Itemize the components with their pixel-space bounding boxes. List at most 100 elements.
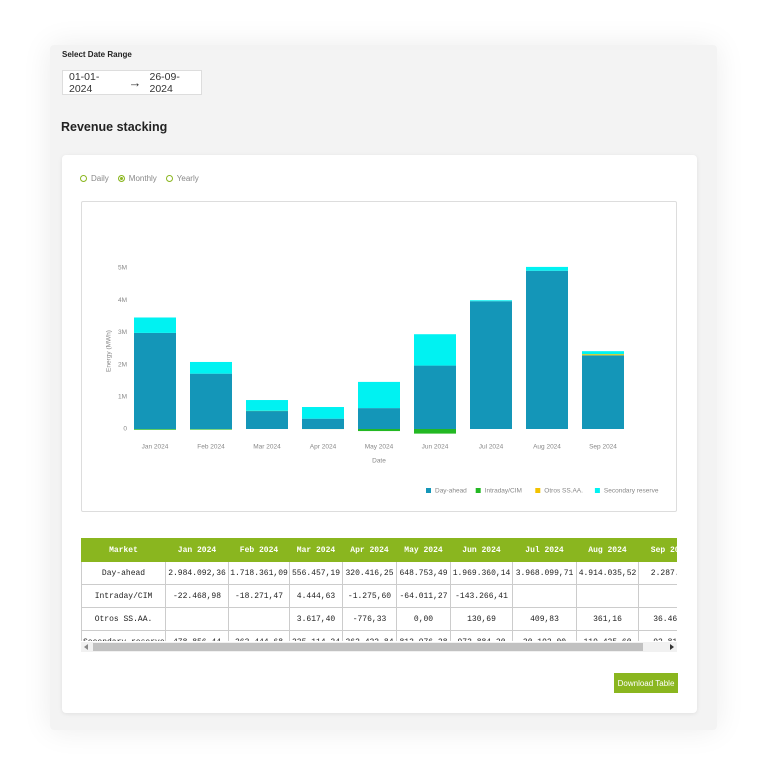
bar-segment xyxy=(190,361,232,374)
table-cell: 2.287.79 xyxy=(638,561,677,585)
column-header: Jul 2024 xyxy=(512,538,577,562)
y-tick-label: 3M xyxy=(118,329,127,336)
bar-segment xyxy=(358,381,400,409)
column-header: May 2024 xyxy=(396,538,451,562)
scroll-left[interactable] xyxy=(84,644,88,650)
radio-option[interactable]: Yearly xyxy=(165,174,199,183)
column-header: Sep 2024 xyxy=(638,538,677,562)
table-cell: -776,33 xyxy=(342,607,397,631)
granularity-options: Daily Monthly Yearly xyxy=(80,174,199,183)
column-header: Apr 2024 xyxy=(342,538,397,562)
table-row: Secondary reserve478.856,44363.444,68335… xyxy=(81,630,677,641)
header-row: Market Jan 2024 Feb 2024 Mar 2024 Apr 2024 Ma… xyxy=(81,538,677,562)
table-cell: 4.444,63 xyxy=(289,584,343,608)
table-cell: 1.969.360,14 xyxy=(450,561,513,585)
table-cell: -143.266,41 xyxy=(450,584,513,608)
legend-label: Day-ahead xyxy=(435,488,467,495)
table-cell: 0,00 xyxy=(396,607,451,631)
bar-segment xyxy=(190,429,232,430)
x-tick-label: Aug 2024 xyxy=(533,444,561,451)
radio-option[interactable]: Monthly xyxy=(117,174,157,183)
bar-segment xyxy=(526,266,568,271)
column-header: Market xyxy=(81,538,166,562)
table-cell: Otros SS.AA. xyxy=(81,607,166,631)
bar-segment xyxy=(302,407,344,419)
table-cell: 362.422,84 xyxy=(342,630,397,641)
table-cell: 30.192,00 xyxy=(512,630,577,641)
table-cell: 556.457,19 xyxy=(289,561,343,585)
radio-dot xyxy=(165,175,173,182)
table-cell: -1.275,60 xyxy=(342,584,397,608)
bar-segment xyxy=(582,354,624,356)
bar-segment xyxy=(470,300,512,302)
table-cell xyxy=(576,584,639,608)
x-axis-title: Date xyxy=(372,458,386,465)
y-axis-title: Energy (MWh) xyxy=(106,330,113,372)
date-range-label: Select Date Range xyxy=(62,50,132,59)
table-cell: 813.976,28 xyxy=(396,630,451,641)
bar-segment xyxy=(358,408,400,429)
table-row: Day-ahead 2.984.092,36 1.718.361,09 556.457… xyxy=(81,561,677,585)
bar-segment xyxy=(190,373,232,429)
table-cell: Secondary reserve xyxy=(81,630,166,641)
date-range-input[interactable]: 01-01-2024 → 26-09-2024 xyxy=(62,70,202,95)
legend-swatch xyxy=(535,488,541,493)
table-cell: 973.884,20 xyxy=(450,630,513,641)
bar-segment xyxy=(582,351,624,355)
table-container: Market Jan 2024 Feb 2024 Mar 2024 Apr 2024 Ma… xyxy=(81,538,677,641)
table-cell: -22.468,98 xyxy=(165,584,229,608)
bar-segment xyxy=(582,355,624,429)
data-table: Market Jan 2024 Feb 2024 Mar 2024 Apr 2024 Ma… xyxy=(81,538,677,641)
scroll-thumb[interactable] xyxy=(93,643,643,651)
table-cell: 478.856,44 xyxy=(165,630,229,641)
table-cell: 361,16 xyxy=(576,607,639,631)
table-cell xyxy=(512,584,577,608)
table-cell: 4.914.035,52 xyxy=(576,561,639,585)
y-tick-label: 0 xyxy=(123,426,127,433)
table-cell: 3.617,40 xyxy=(289,607,343,631)
bar-segment xyxy=(414,429,456,434)
table-cell: 92.818, xyxy=(638,630,677,641)
bar-segment xyxy=(526,270,568,429)
legend-label: Otros SS.AA. xyxy=(544,488,583,495)
radio-option[interactable]: Daily xyxy=(80,174,109,183)
x-tick-label: Feb 2024 xyxy=(197,444,225,451)
table-cell xyxy=(228,607,290,631)
x-tick-label: Jul 2024 xyxy=(479,444,504,451)
table-cell: 3.968.099,71 xyxy=(512,561,577,585)
end-date: 26-09-2024 xyxy=(149,70,180,95)
table-cell: Intraday/CIM xyxy=(81,584,166,608)
bar-segment xyxy=(414,334,456,366)
table-cell: 409,83 xyxy=(512,607,577,631)
bar-segment xyxy=(246,400,288,411)
column-header: Mar 2024 xyxy=(289,538,343,562)
chart: Energy (MWh) Date 0 1M 2M 3M 4M 5M Jan 2024 Feb… xyxy=(106,265,659,495)
scrollbar[interactable] xyxy=(81,642,677,652)
y-tick-label: 2M xyxy=(118,361,127,368)
scroll-right[interactable] xyxy=(670,644,674,650)
bar-segment xyxy=(246,411,288,429)
table-cell: 320.416,25 xyxy=(342,561,397,585)
radio-label: Daily xyxy=(91,174,109,183)
bar-segment xyxy=(134,429,176,430)
table-cell: 1.718.361,09 xyxy=(228,561,290,585)
radio-label: Monthly xyxy=(128,174,157,183)
column-header: Feb 2024 xyxy=(228,538,290,562)
table-cell xyxy=(638,584,677,608)
radio-label: Yearly xyxy=(176,174,199,183)
table-cell xyxy=(165,607,229,631)
date-separator: → xyxy=(128,75,142,90)
x-tick-label: Jan 2024 xyxy=(142,444,169,451)
table-cell: 119.425,60 xyxy=(576,630,639,641)
column-header: Aug 2024 xyxy=(576,538,639,562)
download-button[interactable]: Download Table xyxy=(614,673,678,693)
legend-swatch xyxy=(426,488,431,493)
table-cell: 648.753,49 xyxy=(396,561,451,585)
table-cell: 130,69 xyxy=(450,607,513,631)
table-cell: Day-ahead xyxy=(81,561,166,585)
y-tick-label: 4M xyxy=(118,297,127,304)
table-cell: -18.271,47 xyxy=(228,584,290,608)
column-header: Jun 2024 xyxy=(450,538,513,562)
x-tick-label: Jun 2024 xyxy=(422,444,449,451)
